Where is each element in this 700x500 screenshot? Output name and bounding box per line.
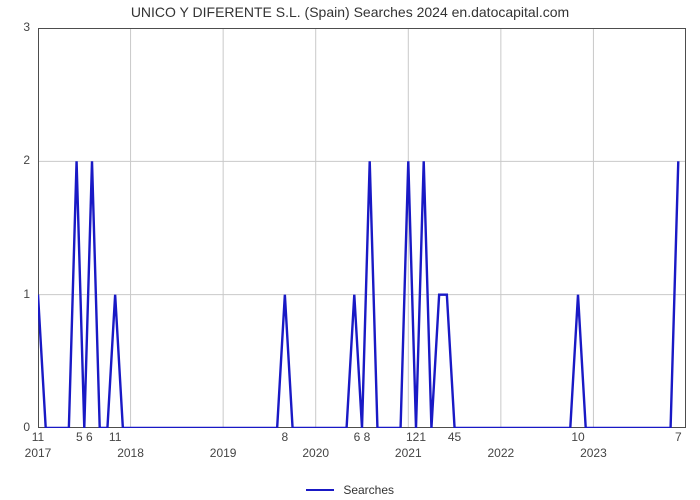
tick-label: 45 [448,430,461,444]
legend: Searches [0,482,700,497]
tick-label: 2020 [302,446,329,460]
tick-label: 2017 [25,446,52,460]
plot-area [38,28,686,428]
tick-label: 10 [571,430,584,444]
chart-container: UNICO Y DIFERENTE S.L. (Spain) Searches … [0,0,700,500]
tick-label: 2 [0,153,30,167]
tick-label: 3 [0,20,30,34]
tick-label: 7 [675,430,682,444]
tick-label: 121 [406,430,426,444]
chart-title: UNICO Y DIFERENTE S.L. (Spain) Searches … [0,4,700,20]
tick-label: 5 6 [76,430,93,444]
legend-swatch [306,489,334,491]
tick-label: 2021 [395,446,422,460]
tick-label: 2018 [117,446,144,460]
tick-label: 2022 [487,446,514,460]
tick-label: 6 8 [354,430,371,444]
tick-label: 1 [0,287,30,301]
tick-label: 2019 [210,446,237,460]
tick-label: 2023 [580,446,607,460]
tick-label: 8 [282,430,289,444]
tick-label: 11 [32,430,44,444]
legend-label: Searches [343,483,394,497]
tick-label: 0 [0,420,30,434]
tick-label: 11 [109,430,121,444]
